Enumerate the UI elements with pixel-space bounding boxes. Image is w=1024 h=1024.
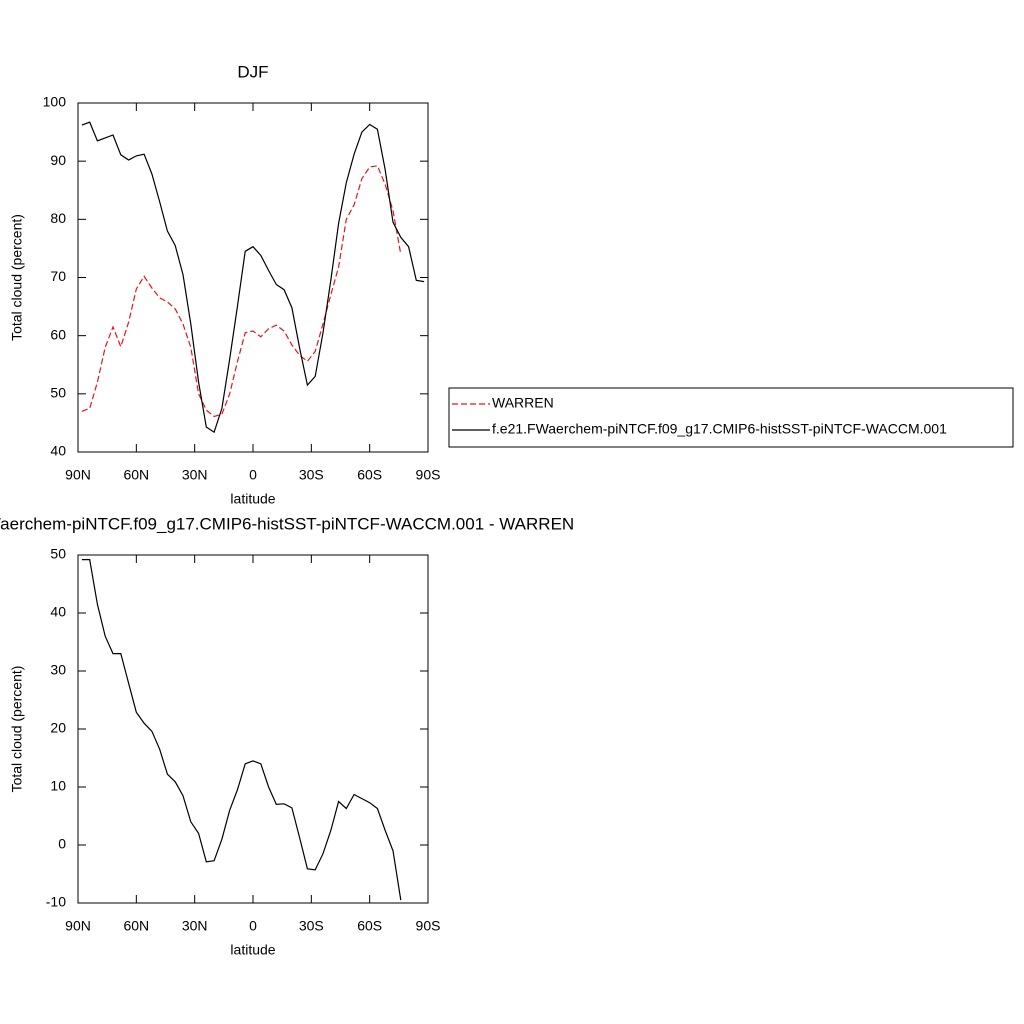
x-tick-label: 90N — [65, 918, 91, 934]
x-tick-label: 30S — [299, 918, 324, 934]
plot-frame — [77, 554, 429, 904]
x-tick-label: 90S — [416, 467, 441, 483]
legend-box — [448, 387, 1014, 448]
x-tick-label: 90S — [416, 918, 441, 934]
y-axis-label: Total cloud (percent) — [9, 666, 25, 793]
x-tick-label: 30N — [182, 467, 208, 483]
y-tick-label: 50 — [50, 546, 66, 562]
legend-label: WARREN — [492, 395, 554, 411]
data-line — [81, 559, 402, 901]
y-tick-label: 100 — [43, 94, 67, 110]
y-tick-label: 80 — [50, 210, 66, 226]
y-tick-label: 70 — [50, 268, 66, 284]
x-axis-label: latitude — [230, 942, 275, 958]
y-tick-label: 90 — [50, 152, 66, 168]
y-axis-label: Total cloud (percent) — [9, 214, 25, 341]
y-tick-label: 60 — [50, 326, 66, 342]
x-tick-label: 60S — [357, 918, 382, 934]
x-tick-label: 0 — [249, 467, 257, 483]
chart-title: f.e21.FWaerchem-piNTCF.f09_g17.CMIP6-his… — [0, 514, 574, 533]
y-tick-label: 10 — [50, 778, 66, 794]
x-tick-label: 0 — [249, 918, 257, 934]
y-tick-label: 50 — [50, 385, 66, 401]
y-tick-label: 20 — [50, 720, 66, 736]
x-tick-label: 60N — [123, 467, 149, 483]
data-line — [81, 121, 425, 434]
plot-frame — [77, 102, 429, 453]
x-tick-label: 30N — [182, 918, 208, 934]
x-tick-label: 90N — [65, 467, 91, 483]
y-tick-label: 0 — [58, 836, 66, 852]
x-tick-label: 30S — [299, 467, 324, 483]
chart-title: DJF — [237, 62, 268, 81]
x-axis-label: latitude — [230, 491, 275, 507]
y-tick-label: 40 — [50, 604, 66, 620]
y-tick-label: -10 — [46, 894, 66, 910]
y-tick-label: 40 — [50, 443, 66, 459]
x-tick-label: 60S — [357, 467, 382, 483]
x-tick-label: 60N — [123, 918, 149, 934]
legend-label: f.e21.FWaerchem-piNTCF.f09_g17.CMIP6-his… — [492, 421, 947, 437]
y-tick-label: 30 — [50, 662, 66, 678]
data-line — [81, 165, 402, 418]
